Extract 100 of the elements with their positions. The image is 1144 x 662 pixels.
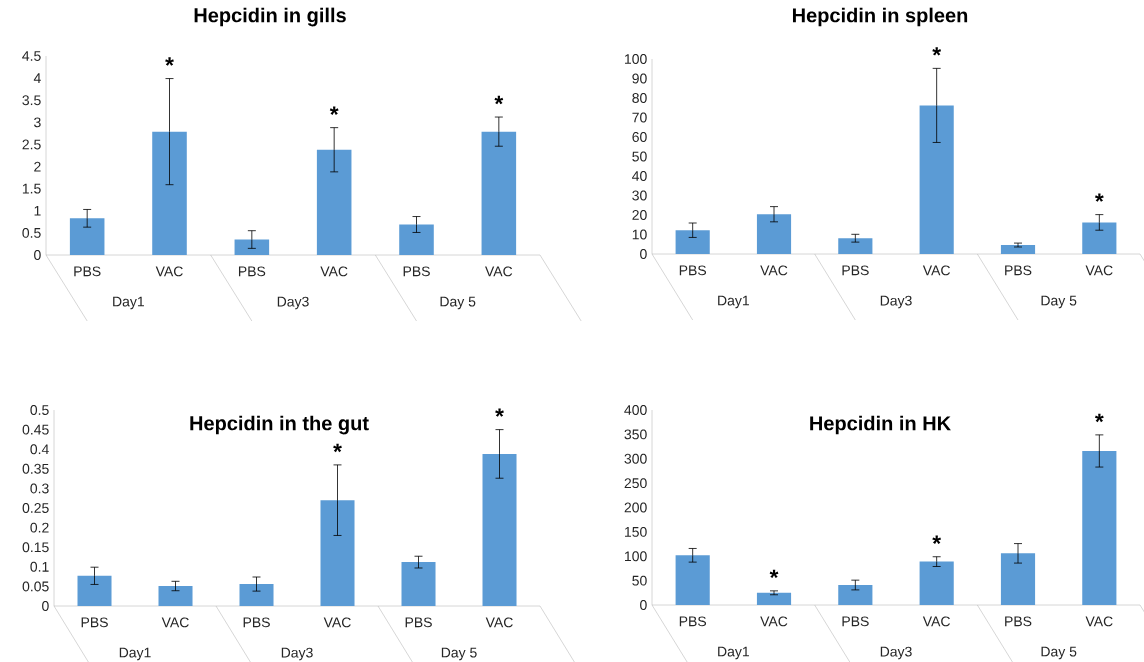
y-tick-label: 400 <box>624 405 647 415</box>
x-tick-label: PBS <box>1005 616 1032 627</box>
bar <box>316 149 352 256</box>
x-tick-label: VAC <box>323 617 351 628</box>
y-tick-label: 0 <box>640 600 647 610</box>
data-label: * <box>932 47 942 56</box>
text: Day1 <box>119 647 151 661</box>
y-tick-label: 0.05 <box>22 581 49 592</box>
x-tick-label: VAC <box>1085 616 1113 627</box>
y-tick-label: 90 <box>632 73 647 84</box>
bar <box>838 585 873 606</box>
chart-title: Hepcidin in gills <box>194 7 346 27</box>
bar <box>1082 450 1117 606</box>
y-tick-label: 20 <box>632 210 647 220</box>
x-tick-label: PBS <box>405 617 432 628</box>
bar <box>239 584 274 607</box>
x-tick-label: PBS <box>1005 265 1032 276</box>
y-tick-label: 0.25 <box>22 503 49 513</box>
bar <box>1000 553 1036 606</box>
x-tick-label: PBS <box>81 617 108 628</box>
x-tick-label: PBS <box>679 616 707 627</box>
bar <box>320 500 355 607</box>
y-tick-label: 0.3 <box>30 483 49 494</box>
bar <box>675 555 710 606</box>
bar <box>152 131 187 256</box>
text: Day3 <box>277 296 309 310</box>
text: Day3 <box>880 646 912 660</box>
y-tick-label: 0 <box>34 250 41 260</box>
y-tick-label: 0.45 <box>22 424 49 435</box>
data-label: * <box>494 95 504 105</box>
x-tick-label: VAC <box>760 265 788 276</box>
bar <box>234 239 270 256</box>
x-tick-label: PBS <box>403 266 430 277</box>
x-tick-label: VAC <box>485 266 513 277</box>
text: Day 5 <box>440 296 476 310</box>
text: Day3 <box>281 647 313 661</box>
x-tick-label: VAC <box>485 617 513 628</box>
y-tick-label: 0.5 <box>30 405 49 415</box>
y-tick-label: 1 <box>34 205 41 216</box>
x-tick-label: PBS <box>842 265 869 276</box>
y-tick-label: 60 <box>632 132 647 142</box>
y-tick-label: 350 <box>624 429 647 440</box>
y-tick-label: 50 <box>632 575 647 586</box>
y-tick-label: 1.5 <box>22 183 41 194</box>
y-tick-label: 70 <box>632 112 647 123</box>
bar <box>675 230 710 255</box>
x-tick-label: PBS <box>679 265 707 276</box>
y-tick-label: 30 <box>632 190 647 201</box>
text: Day1 <box>718 646 749 660</box>
bar <box>756 592 792 606</box>
y-tick-label: 0.15 <box>22 542 49 553</box>
data-label: * <box>769 569 779 579</box>
y-tick-label: 2 <box>34 161 41 172</box>
x-tick-label: VAC <box>922 265 951 276</box>
y-tick-label: 100 <box>625 54 647 64</box>
bar <box>399 224 434 256</box>
data-label: * <box>932 535 942 544</box>
data-label: * <box>165 57 174 66</box>
bar <box>1082 222 1117 255</box>
y-tick-label: 0.4 <box>30 444 49 455</box>
x-tick-label: VAC <box>922 616 951 627</box>
x-tick-label: PBS <box>74 266 101 277</box>
y-tick-label: 80 <box>632 93 647 103</box>
y-tick-label: 2.5 <box>22 139 41 150</box>
data-label: * <box>495 408 504 417</box>
y-tick-label: 150 <box>625 526 647 537</box>
x-tick-label: PBS <box>243 617 270 628</box>
chart-title: Hepcidin in HK <box>810 415 951 435</box>
y-tick-label: 0.1 <box>30 561 49 572</box>
x-tick-label: VAC <box>161 617 189 628</box>
bar <box>482 453 517 607</box>
text: Day3 <box>880 295 912 309</box>
bar <box>69 218 105 256</box>
bar <box>158 586 193 607</box>
data-label: * <box>1094 193 1104 202</box>
y-tick-label: 100 <box>625 551 647 562</box>
x-tick-label: PBS <box>842 616 869 627</box>
data-label: * <box>333 443 342 453</box>
text: Day 5 <box>1041 295 1077 309</box>
text: Day 5 <box>441 647 477 661</box>
y-tick-label: 3.5 <box>22 95 41 106</box>
y-tick-label: 4 <box>33 73 41 83</box>
bar <box>401 562 436 607</box>
bar <box>919 105 954 255</box>
bar <box>756 214 792 255</box>
bar <box>77 575 112 607</box>
text: Day 5 <box>1041 646 1077 660</box>
y-tick-label: 4.5 <box>22 51 41 61</box>
chart-title: Hepcidin in spleen <box>792 7 968 27</box>
y-tick-label: 0.35 <box>22 463 49 474</box>
x-tick-label: VAC <box>1085 265 1113 276</box>
y-tick-label: 0.2 <box>30 522 49 533</box>
x-tick-label: VAC <box>155 266 183 277</box>
text: Day1 <box>718 295 749 309</box>
x-tick-label: PBS <box>238 266 266 277</box>
data-label: * <box>1094 413 1104 423</box>
y-tick-label: 0 <box>42 601 49 611</box>
y-tick-label: 250 <box>624 478 647 489</box>
x-tick-label: VAC <box>320 266 348 277</box>
y-tick-label: 50 <box>632 151 647 162</box>
